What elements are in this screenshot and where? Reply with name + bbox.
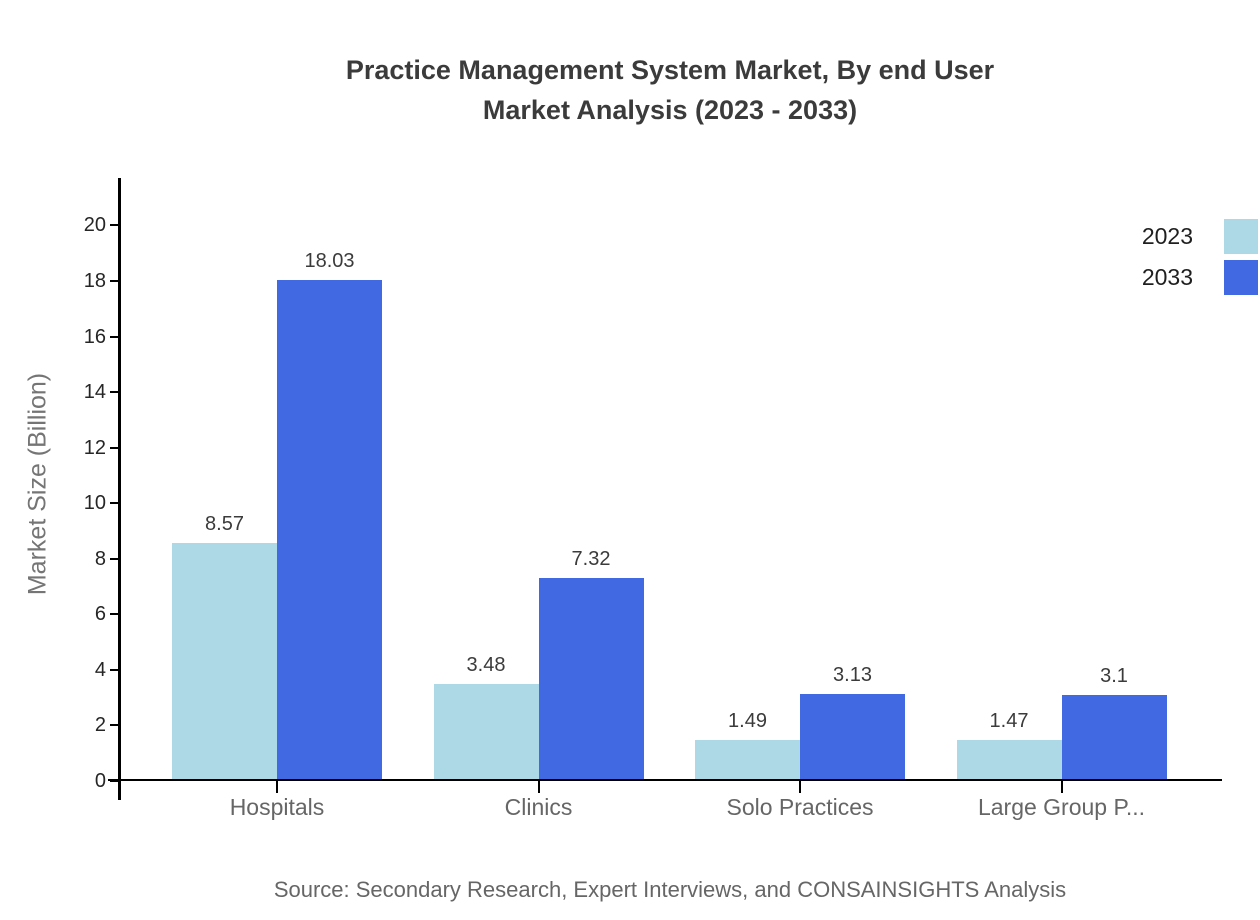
y-tick (110, 446, 118, 449)
x-tick (537, 781, 540, 793)
x-tick (1060, 781, 1063, 793)
bar-2023-large-group-p (956, 740, 1062, 781)
bar-value-2023-large-group-p: 1.47 (989, 710, 1029, 733)
y-tick (110, 391, 118, 394)
y-tick-label: 16 (83, 325, 106, 348)
bar-value-2033-large-group-p: 3.1 (1100, 664, 1128, 687)
bar-2033-large-group-p (1061, 694, 1167, 781)
bar-2023-solo-practices (695, 739, 800, 781)
bar-value-2033-clinics: 7.32 (571, 547, 611, 570)
y-tick (110, 557, 118, 560)
y-tick (110, 502, 118, 505)
legend-label-2033: 2033 (1141, 264, 1193, 290)
bar-2033-solo-practices (800, 694, 905, 781)
chart-title: Practice Management System Market, By en… (345, 55, 995, 125)
bar-2023-clinics (433, 684, 539, 781)
y-tick-label: 10 (83, 492, 106, 515)
y-tick-label: 8 (94, 547, 106, 570)
y-tick-label: 6 (94, 603, 106, 626)
y-tick (110, 780, 118, 782)
x-tick (276, 781, 278, 793)
legend-label-2023: 2023 (1141, 223, 1193, 249)
plot-area: 0 2 4 6 8 10 12 14 16 18 20 Hospitals Clinics Solo Pr… (84, 178, 1222, 820)
y-tick-label: 14 (83, 381, 106, 404)
legend-row-2023: 2023 (1142, 219, 1258, 254)
category-label-large-group-p: Large Group P... (977, 794, 1146, 820)
y-tick-label: 4 (94, 658, 106, 681)
bar-2033-hospitals (277, 280, 382, 781)
bar-value-2033-hospitals: 18.03 (304, 250, 355, 273)
y-tick (110, 280, 118, 282)
category-label-clinics: Clinics (504, 794, 573, 820)
y-tick (110, 668, 118, 671)
y-axis-line (118, 178, 121, 800)
y-tick (110, 224, 118, 227)
y-tick-label: 2 (94, 714, 106, 737)
y-tick (110, 613, 118, 616)
bar-2033-clinics (538, 577, 644, 781)
bar-value-2023-hospitals: 8.57 (205, 512, 244, 535)
y-tick-label: 0 (94, 770, 106, 792)
category-label-solo-practices: Solo Practices (726, 794, 874, 820)
bar-value-2023-clinics: 3.48 (466, 654, 506, 677)
y-tick (110, 724, 118, 727)
y-tick-label: 18 (83, 270, 106, 292)
bar-value-2023-solo-practices: 1.49 (728, 709, 767, 732)
legend-swatch-2023 (1224, 219, 1258, 254)
x-axis-line (108, 778, 1222, 781)
legend: 2023 2033 (1142, 219, 1258, 301)
x-tick (799, 781, 801, 793)
y-tick-label: 20 (83, 214, 106, 237)
category-label-hospitals: Hospitals (229, 794, 325, 820)
legend-swatch-2033 (1224, 260, 1258, 295)
source-note: Source: Secondary Research, Expert Inter… (273, 877, 1067, 902)
y-tick-label: 12 (83, 436, 106, 459)
bar-2023-hospitals (172, 542, 277, 781)
bar-value-2033-solo-practices: 3.13 (833, 664, 872, 687)
legend-row-2033: 2033 (1142, 260, 1258, 295)
y-tick (110, 335, 118, 338)
